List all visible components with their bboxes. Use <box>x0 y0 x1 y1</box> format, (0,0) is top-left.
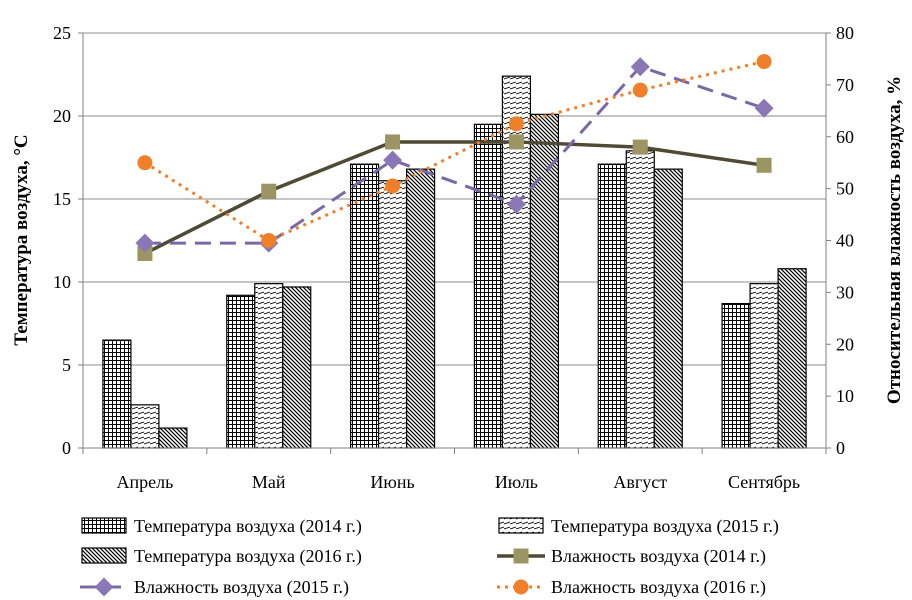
x-tick-label: Июль <box>495 472 538 492</box>
bar <box>405 168 436 449</box>
bar <box>777 268 807 449</box>
data-point <box>137 245 153 261</box>
bar <box>653 168 683 449</box>
x-tick-label: Май <box>252 472 286 492</box>
left-tick-label: 25 <box>53 23 71 43</box>
left-tick-label: 0 <box>62 438 71 458</box>
legend-swatch <box>81 517 127 534</box>
left-y-axis: 0 5 10 15 20 25 <box>53 23 84 458</box>
legend-label: Влажность воздуха (2014 г.) <box>551 546 766 567</box>
legend-label: Температура воздуха (2014 г.) <box>134 516 362 537</box>
data-point <box>385 178 401 194</box>
right-tick-label: 40 <box>836 231 854 251</box>
data-point <box>135 233 155 253</box>
data-point <box>508 116 524 132</box>
data-point <box>506 194 526 214</box>
bar <box>625 150 655 449</box>
x-tick-label: Июнь <box>370 472 414 492</box>
data-point <box>756 54 772 70</box>
bar-series <box>102 75 807 449</box>
bar <box>226 294 256 449</box>
right-tick-label: 10 <box>836 386 854 406</box>
right-tick-label: 80 <box>836 23 854 43</box>
series-line <box>144 60 765 243</box>
data-point <box>261 233 277 248</box>
right-tick-label: 0 <box>836 438 845 458</box>
legend-label: Температура воздуха (2016 г.) <box>134 546 362 567</box>
left-tick-label: 10 <box>53 272 71 292</box>
data-point <box>756 157 772 173</box>
legend-label: Влажность воздуха (2015 г.) <box>134 577 349 598</box>
left-tick-label: 5 <box>62 355 71 375</box>
left-tick-label: 15 <box>53 189 71 209</box>
legend-marker <box>513 579 529 595</box>
bar <box>130 404 160 449</box>
line-series <box>135 54 774 261</box>
x-axis: Апрель Май Июнь Июль Август Сентябрь <box>82 447 827 492</box>
bar <box>749 283 779 449</box>
bar <box>282 286 312 449</box>
bar <box>102 339 132 449</box>
right-tick-label: 30 <box>836 282 854 302</box>
data-point <box>383 150 403 170</box>
y-axis-title: Температура воздуха, °С <box>11 134 32 345</box>
left-tick-label: 20 <box>53 106 71 126</box>
bar <box>501 75 532 449</box>
data-point <box>385 134 401 150</box>
right-y-axis: 0 10 20 30 40 50 60 70 80 <box>825 23 854 458</box>
x-tick-label: Апрель <box>117 472 174 492</box>
bar <box>377 180 408 449</box>
bar <box>473 123 504 449</box>
data-point <box>632 139 648 155</box>
data-point <box>137 155 153 171</box>
y2-axis-title: Относительная влажность воздуха, % <box>884 76 905 404</box>
series-line <box>144 64 765 245</box>
data-point <box>261 183 277 199</box>
legend-marker <box>94 577 114 597</box>
legend: Температура воздуха (2014 г.) Температура… <box>80 516 779 598</box>
legend-swatch <box>81 547 127 564</box>
legend-label: Температура воздуха (2015 г.) <box>551 516 779 537</box>
x-tick-label: Сентябрь <box>728 472 800 492</box>
legend-marker <box>513 548 529 564</box>
data-point <box>754 98 774 118</box>
bar <box>254 283 284 449</box>
right-tick-label: 70 <box>836 75 854 95</box>
data-point <box>632 82 648 98</box>
bar <box>597 163 627 449</box>
data-point <box>630 57 650 77</box>
bar <box>158 427 188 449</box>
gridlines <box>83 32 826 366</box>
data-point <box>508 134 524 150</box>
series-line <box>144 140 765 256</box>
legend-swatch <box>498 517 544 534</box>
bar <box>721 302 751 449</box>
right-tick-label: 60 <box>836 127 854 147</box>
bar <box>349 163 380 449</box>
legend-label: Влажность воздуха (2016 г.) <box>551 577 766 598</box>
right-tick-label: 20 <box>836 334 854 354</box>
x-tick-label: Август <box>613 472 667 492</box>
right-tick-label: 50 <box>836 179 854 199</box>
